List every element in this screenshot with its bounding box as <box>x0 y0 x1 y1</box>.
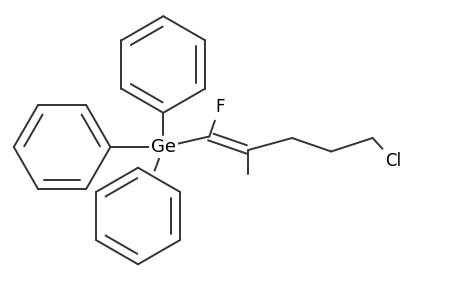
Text: F: F <box>215 98 224 116</box>
Text: Cl: Cl <box>384 152 401 169</box>
Text: Ge: Ge <box>151 138 175 156</box>
